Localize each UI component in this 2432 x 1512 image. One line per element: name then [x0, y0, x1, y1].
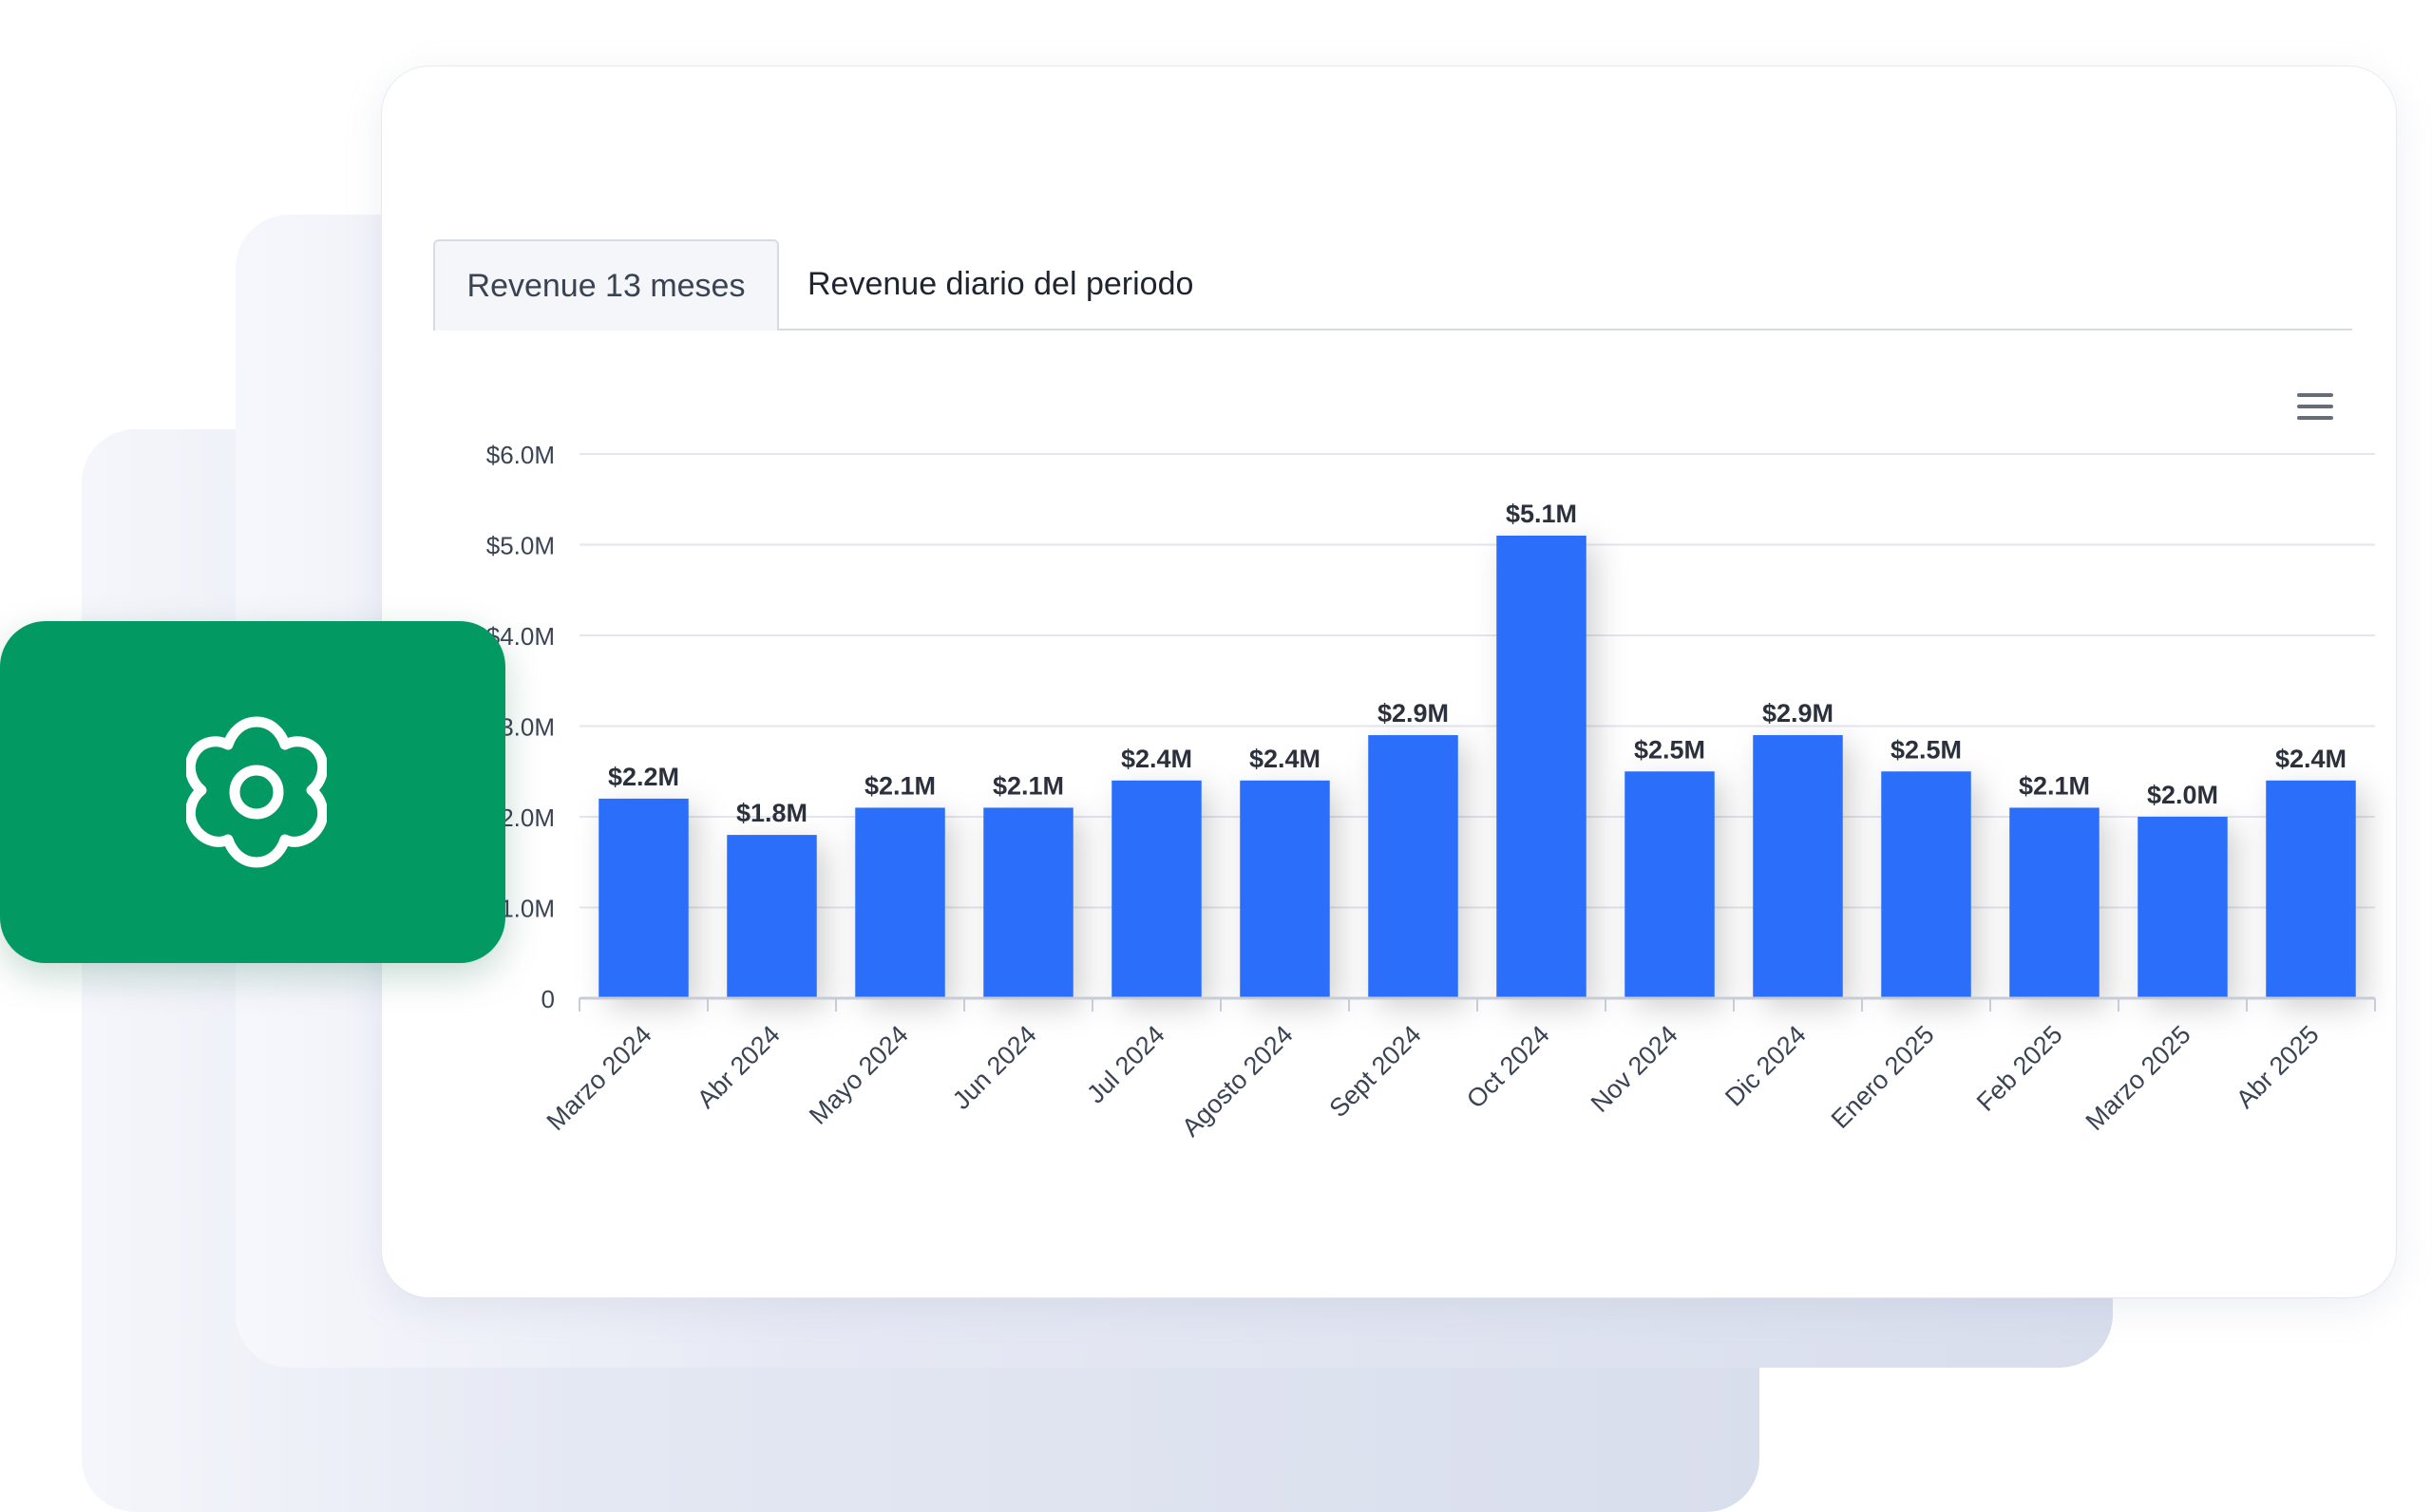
y-tick-label: $5.0M: [486, 532, 555, 560]
bar: [727, 835, 817, 998]
bar: [1368, 735, 1458, 998]
data-label: $2.1M: [864, 771, 936, 800]
x-tick-label: Jun 2024: [947, 1020, 1042, 1115]
bars: [598, 535, 2356, 998]
x-tick-label: Feb 2025: [1971, 1020, 2068, 1117]
bar: [2266, 780, 2356, 998]
data-label: $1.8M: [736, 799, 808, 827]
data-label: $2.4M: [1249, 745, 1320, 773]
x-tick-label: Agosto 2024: [1176, 1020, 1298, 1142]
bar: [1881, 771, 1971, 998]
bar: [1496, 535, 1586, 998]
bar: [598, 798, 689, 998]
gear-icon: [186, 716, 327, 868]
x-tick-label: Sept 2024: [1323, 1020, 1426, 1123]
x-tick-label: Marzo 2025: [2080, 1020, 2196, 1136]
bar: [1112, 780, 1202, 998]
x-tick-label: Dic 2024: [1720, 1020, 1812, 1112]
bar: [1240, 780, 1330, 998]
y-tick-label: 0: [542, 985, 555, 1013]
x-tick-label: Abr 2024: [692, 1020, 786, 1114]
data-label: $2.9M: [1762, 699, 1834, 728]
x-tick-label: Oct 2024: [1461, 1020, 1555, 1114]
x-tick-label: Jul 2024: [1081, 1020, 1169, 1108]
chart-tabs: Revenue 13 meses Revenue diario del peri…: [433, 239, 2352, 331]
bar: [983, 807, 1074, 998]
y-tick-label: $6.0M: [486, 441, 555, 469]
data-label: $2.1M: [2019, 771, 2090, 800]
data-labels: $2.2M $1.8M $2.1M $2.1M $2.4M $2.4M $2.9M $5.1M…: [608, 500, 2346, 827]
x-axis: [579, 996, 2376, 1011]
settings-badge: [0, 621, 505, 963]
tab-revenue-13-meses[interactable]: Revenue 13 meses: [433, 239, 779, 331]
bar: [2138, 817, 2228, 998]
data-label: $2.5M: [1634, 735, 1705, 764]
x-axis-labels: Marzo 2024 Abr 2024 Mayo 2024 Jun 2024 Jul 2…: [542, 1020, 2325, 1142]
data-label: $2.4M: [2275, 745, 2346, 773]
data-label: $2.0M: [2147, 781, 2218, 809]
data-label: $2.2M: [608, 763, 679, 791]
data-label: $5.1M: [1506, 500, 1577, 528]
bar: [2009, 807, 2100, 998]
data-label: $2.4M: [1121, 745, 1192, 773]
hamburger-menu-icon[interactable]: [2295, 389, 2337, 424]
tab-revenue-diario[interactable]: Revenue diario del periodo: [808, 266, 1194, 302]
bar: [1624, 771, 1715, 998]
data-label: $2.9M: [1378, 699, 1449, 728]
x-tick-label: Marzo 2024: [542, 1020, 657, 1136]
bar: [1753, 735, 1843, 998]
x-tick-label: Enero 2025: [1826, 1020, 1940, 1134]
x-tick-label: Mayo 2024: [804, 1020, 914, 1130]
data-label: $2.5M: [1890, 735, 1962, 764]
data-label: $2.1M: [993, 771, 1064, 800]
x-tick-label: Nov 2024: [1586, 1020, 1683, 1118]
bar-chart: 0$1.0M$2.0M$3.0M$4.0M$5.0M$6.0M Marzo 20…: [486, 441, 2376, 1142]
grid-lines: [580, 453, 2375, 909]
x-tick-label: Abr 2025: [2231, 1020, 2325, 1114]
bar: [855, 807, 945, 998]
